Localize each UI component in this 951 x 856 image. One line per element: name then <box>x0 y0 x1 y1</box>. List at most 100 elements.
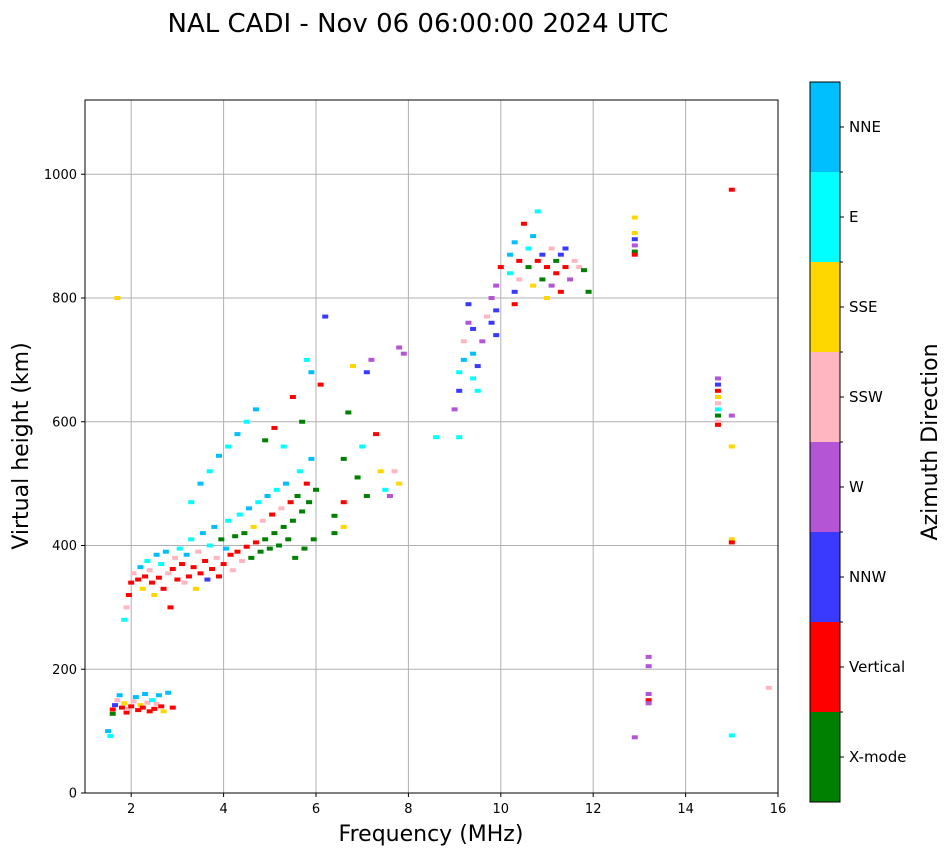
y-axis-ticks: 0 200 400 600 800 1000 <box>44 168 85 802</box>
data-point <box>368 357 375 362</box>
data-point <box>144 558 151 563</box>
x-tick-label: 14 <box>677 802 694 817</box>
data-point <box>250 524 257 529</box>
data-point <box>728 187 735 192</box>
data-point <box>396 345 403 350</box>
x-tick-label: 16 <box>770 802 787 817</box>
data-point <box>456 435 463 440</box>
x-tick-label: 12 <box>585 802 602 817</box>
data-point <box>225 518 232 523</box>
data-point <box>176 546 183 551</box>
data-point <box>151 706 158 711</box>
data-point <box>206 469 213 474</box>
data-point <box>148 698 155 703</box>
x-axis-label: Frequency (MHz) <box>339 822 524 847</box>
data-point <box>252 407 259 412</box>
data-point <box>359 444 366 449</box>
data-point <box>470 326 477 331</box>
data-point <box>158 704 165 709</box>
data-point <box>125 593 132 597</box>
colorbar-segment <box>810 262 840 352</box>
data-point <box>645 698 652 703</box>
data-point <box>765 685 772 690</box>
data-point <box>112 703 119 708</box>
colorbar-label: Azimuth Direction <box>918 343 943 540</box>
data-point <box>465 302 472 307</box>
data-point <box>299 419 306 424</box>
data-point <box>562 246 569 251</box>
data-point <box>155 575 162 580</box>
data-point <box>631 231 638 236</box>
data-point <box>433 435 440 440</box>
y-tick-label: 0 <box>69 787 77 802</box>
data-point <box>218 537 225 542</box>
data-point <box>340 524 347 529</box>
data-point <box>262 438 269 443</box>
data-point <box>285 537 292 542</box>
y-tick-label: 800 <box>52 292 77 307</box>
data-point <box>585 289 592 294</box>
y-tick-label: 400 <box>52 539 77 554</box>
colorbar-tick-label: Vertical <box>849 658 905 676</box>
data-point <box>142 692 149 696</box>
data-point <box>470 351 477 356</box>
data-point <box>121 617 128 622</box>
data-point <box>109 707 116 712</box>
data-point <box>135 577 142 582</box>
data-point <box>303 481 310 486</box>
colorbar-tick-label: SSE <box>849 298 878 316</box>
data-point <box>460 339 467 344</box>
data-point <box>162 549 169 554</box>
data-point <box>645 701 652 706</box>
data-point <box>273 487 280 492</box>
data-point <box>520 221 527 226</box>
data-point <box>363 494 370 498</box>
data-point <box>222 546 229 551</box>
data-point <box>530 283 537 288</box>
data-point <box>301 546 308 551</box>
data-point <box>349 364 356 369</box>
data-point <box>225 444 232 449</box>
data-point <box>114 698 121 703</box>
data-point <box>252 540 259 545</box>
data-point <box>714 401 721 406</box>
data-point <box>130 571 137 576</box>
data-point <box>562 265 569 270</box>
x-axis-ticks: 2 4 6 8 10 12 14 16 <box>127 793 786 817</box>
data-point <box>714 395 721 399</box>
data-point <box>483 314 490 319</box>
data-point <box>507 252 514 257</box>
data-point <box>728 537 735 542</box>
data-points <box>105 187 772 740</box>
data-point <box>516 258 523 263</box>
data-point <box>544 296 550 300</box>
data-point <box>215 453 222 458</box>
data-point <box>246 506 253 511</box>
data-point <box>553 258 560 263</box>
colorbar-segment <box>810 712 840 802</box>
data-point <box>183 552 190 557</box>
data-point <box>728 733 735 738</box>
data-point <box>548 283 555 288</box>
data-point <box>580 268 587 273</box>
data-point <box>728 413 735 418</box>
data-point <box>292 555 299 560</box>
data-point <box>148 580 155 585</box>
data-point <box>155 693 162 698</box>
data-point <box>114 296 121 300</box>
data-point <box>645 654 652 659</box>
colorbar-segment <box>810 82 840 172</box>
data-point <box>396 481 403 486</box>
data-point <box>631 735 638 740</box>
data-point <box>507 271 514 276</box>
data-point <box>714 388 721 393</box>
data-point <box>645 664 652 669</box>
data-point <box>728 444 735 449</box>
data-point <box>474 364 481 369</box>
data-point <box>123 710 130 715</box>
data-point <box>165 690 172 695</box>
data-point <box>391 469 398 474</box>
data-point <box>259 518 266 523</box>
data-point <box>645 692 652 696</box>
